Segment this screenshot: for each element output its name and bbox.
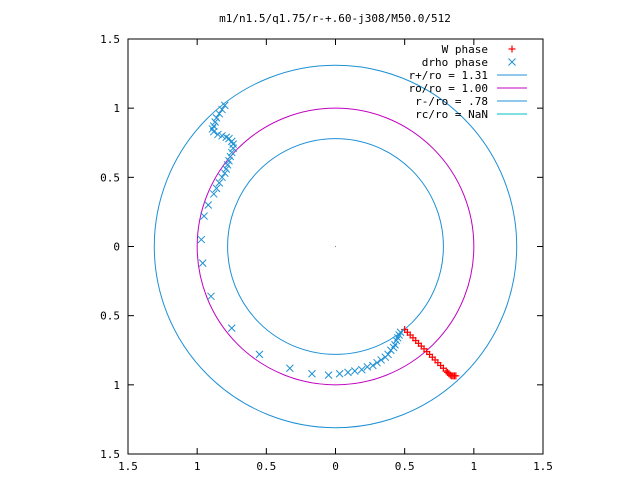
drho-phase-point: [384, 350, 392, 359]
legend-label: W phase: [442, 43, 488, 56]
drho-phase-point: [225, 134, 233, 143]
x-tick-label: 0.5: [395, 460, 415, 473]
origin-dot: [334, 245, 337, 248]
legend-label: ro/ro = 1.00: [409, 82, 488, 95]
drho-phase-point: [207, 292, 215, 301]
legend-label: r+/ro = 1.31: [409, 69, 488, 82]
drho-phase-point: [209, 122, 218, 131]
axis-ticks: 1.5 1 0.5 0 0.5 1 1.51.510.500.511.5: [100, 33, 553, 473]
drho-phase-point: [285, 364, 294, 373]
x-tick-label: 1: [194, 460, 201, 473]
circle-series: [227, 138, 444, 355]
y-tick-label: 1: [113, 379, 120, 392]
drho-phase-point: [389, 343, 398, 352]
drho-phase-point: [208, 125, 217, 133]
legend-marker: [508, 45, 516, 53]
x-tick-label: 1.5: [118, 460, 138, 473]
drho-phase-point: [197, 235, 206, 244]
drho-phase-point: [255, 350, 264, 359]
drho-phase-point: [222, 133, 231, 142]
x-tick-label: 1.5: [533, 460, 553, 473]
drho-phase-point: [308, 369, 316, 378]
drho-phase-point: [227, 148, 236, 157]
drho-phase-point: [209, 190, 218, 198]
drho-phase-point: [377, 356, 386, 364]
data-points: [197, 101, 460, 380]
drho-phase-point: [218, 131, 226, 140]
w-phase-point: [452, 372, 460, 380]
y-tick-label: 0: [113, 241, 120, 254]
x-tick-label: 0: [332, 460, 339, 473]
drho-phase-point: [215, 179, 224, 187]
legend-marker: [508, 58, 516, 66]
legend-label: r-/ro = .78: [415, 95, 488, 108]
circle-series: [196, 107, 475, 386]
legend-label: drho phase: [422, 56, 488, 69]
x-tick-label: 1: [471, 460, 478, 473]
y-tick-label: 0.5: [100, 310, 120, 323]
drho-phase-point: [344, 368, 352, 377]
drho-phase-point: [368, 361, 377, 370]
drho-phase-point: [198, 259, 207, 267]
drho-phase-point: [200, 212, 208, 220]
y-tick-label: 1.5: [100, 448, 120, 461]
y-tick-label: 1: [113, 102, 120, 115]
drho-phase-point: [225, 156, 233, 165]
drho-phase-point: [227, 324, 236, 332]
y-tick-label: 1.5: [100, 33, 120, 46]
drho-phase-point: [357, 365, 366, 374]
drho-phase-point: [218, 105, 226, 114]
circle-series: [153, 64, 518, 429]
drho-phase-point: [351, 367, 359, 375]
drho-phase-point: [212, 113, 221, 122]
x-tick-label: 0.5: [256, 460, 276, 473]
chart-title: m1/n1.5/q1.75/r-+.60-j308/M50.0/512: [219, 12, 451, 25]
drho-phase-point: [229, 140, 237, 148]
drho-phase-point: [204, 201, 213, 209]
drho-phase-point: [220, 101, 229, 110]
drho-phase-point: [220, 169, 229, 178]
drho-phase-point: [391, 340, 399, 349]
drho-phase-point: [335, 369, 344, 378]
y-tick-label: 0.5: [100, 171, 120, 184]
drho-phase-point: [324, 371, 333, 380]
drho-phase-point: [396, 328, 405, 337]
drho-phase-point: [218, 173, 226, 182]
drho-phase-point: [211, 118, 220, 126]
drho-phase-point: [212, 184, 221, 193]
drho-phase-point: [215, 109, 224, 118]
drho-phase-point: [226, 152, 235, 161]
radius-circles: [153, 64, 518, 429]
drho-phase-point: [223, 161, 232, 169]
legend-label: rc/ro = NaN: [415, 108, 488, 121]
drho-phase-point: [222, 165, 231, 173]
drho-phase-point: [373, 358, 381, 367]
